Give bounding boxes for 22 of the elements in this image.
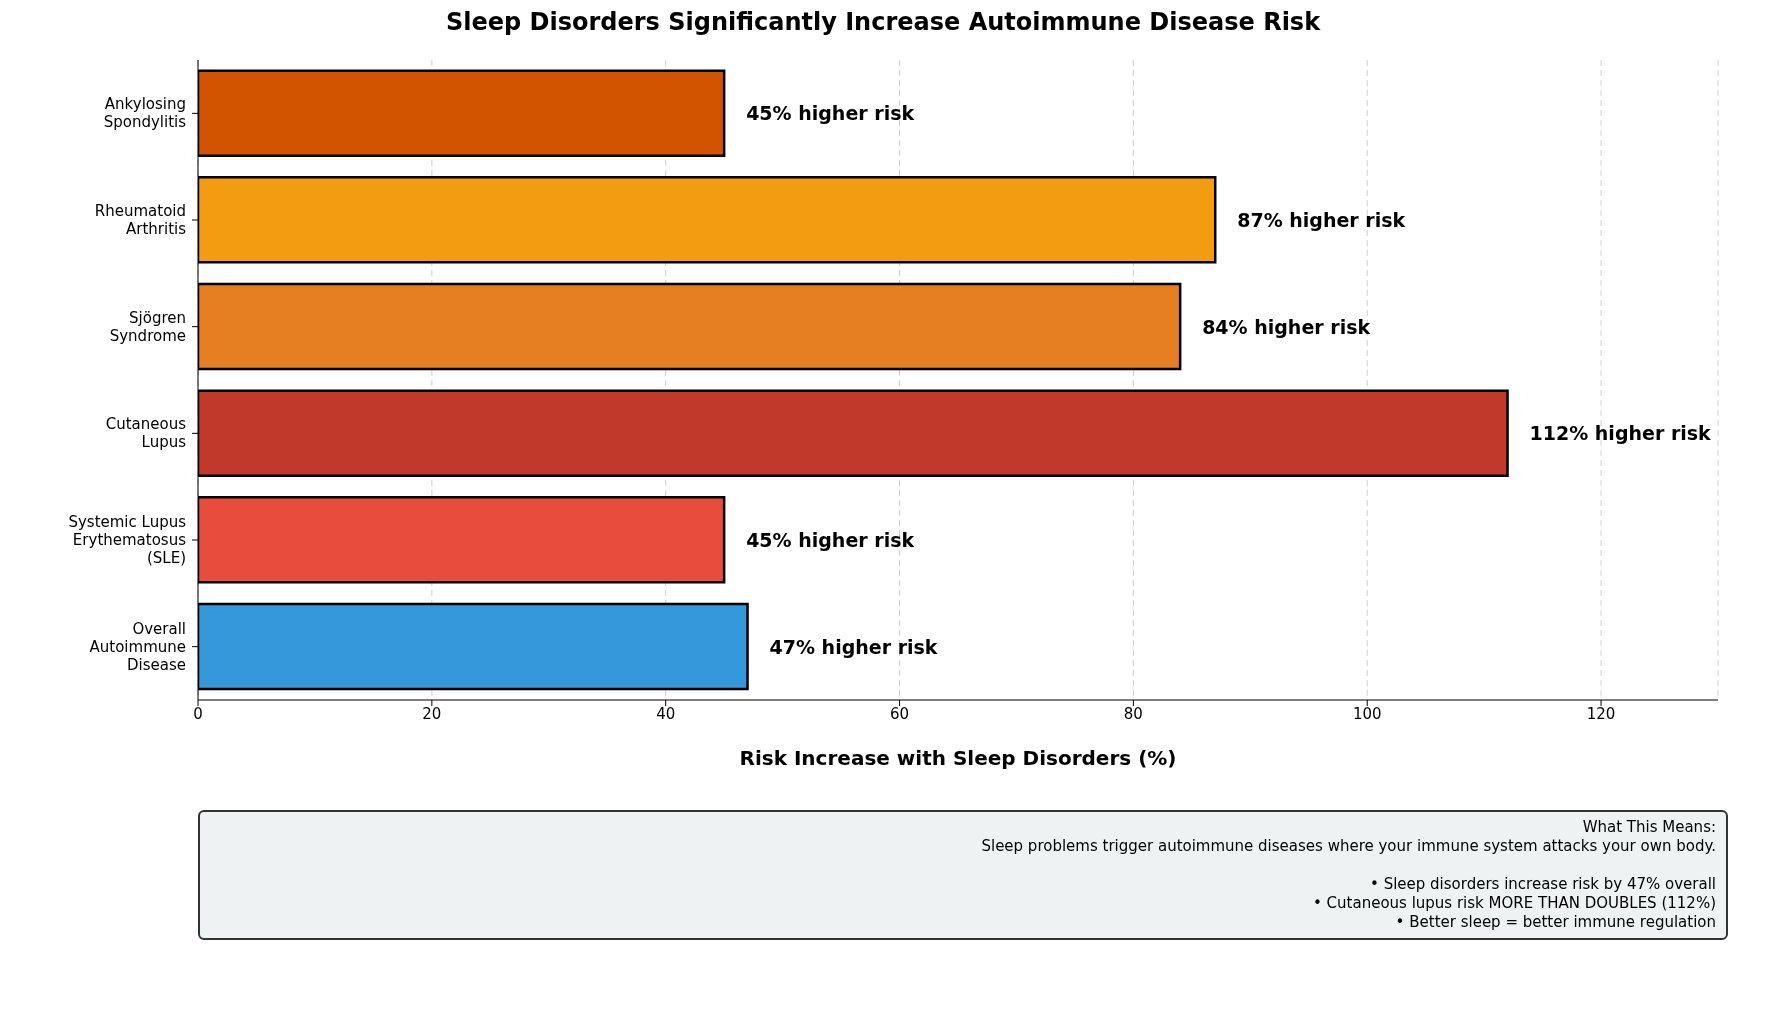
y-tick-label: Cutaneous Lupus — [105, 415, 187, 452]
x-tick-label: 20 — [422, 704, 442, 723]
data-label: 112% higher risk — [1529, 422, 1712, 445]
x-axis-title: Risk Increase with Sleep Disorders (%) — [739, 746, 1177, 770]
x-tick-label: 0 — [193, 704, 203, 723]
data-label: 47% higher risk — [769, 635, 938, 658]
x-tick-label: 40 — [656, 704, 676, 723]
y-tick-label: Systemic Lupus Erythematosus (SLE) — [68, 513, 187, 567]
x-tick-label: 60 — [889, 704, 910, 723]
data-label: 45% higher risk — [746, 102, 915, 125]
x-tick-label: 120 — [1586, 704, 1616, 723]
y-tick-label: Ankylosing Spondylitis — [103, 95, 187, 132]
y-tick-label: Overall Autoimmune Disease — [89, 619, 186, 674]
y-tick-label: Sjögren Syndrome — [109, 308, 186, 345]
y-tick-label: Rheumatoid Arthritis — [94, 202, 187, 238]
data-label: 45% higher risk — [746, 528, 915, 551]
data-label: 87% higher risk — [1237, 208, 1406, 231]
x-tick-label: 80 — [1123, 704, 1143, 723]
x-tick-label: 100 — [1352, 704, 1382, 723]
text: What This Means: Sleep problems trigger autoimmune diseases where your immune system attacks your own body. • Sleep disorders increase risk by 47% overall • Cutaneous lupus risk MORE THAN DOUBLES (112%) • Better sleep = better immune regulation — [981, 818, 1716, 931]
data-label: 84% higher risk — [1202, 315, 1371, 338]
chart-title: Sleep Disorders Significantly Increase Autoimmune Disease Risk — [444, 8, 1322, 36]
